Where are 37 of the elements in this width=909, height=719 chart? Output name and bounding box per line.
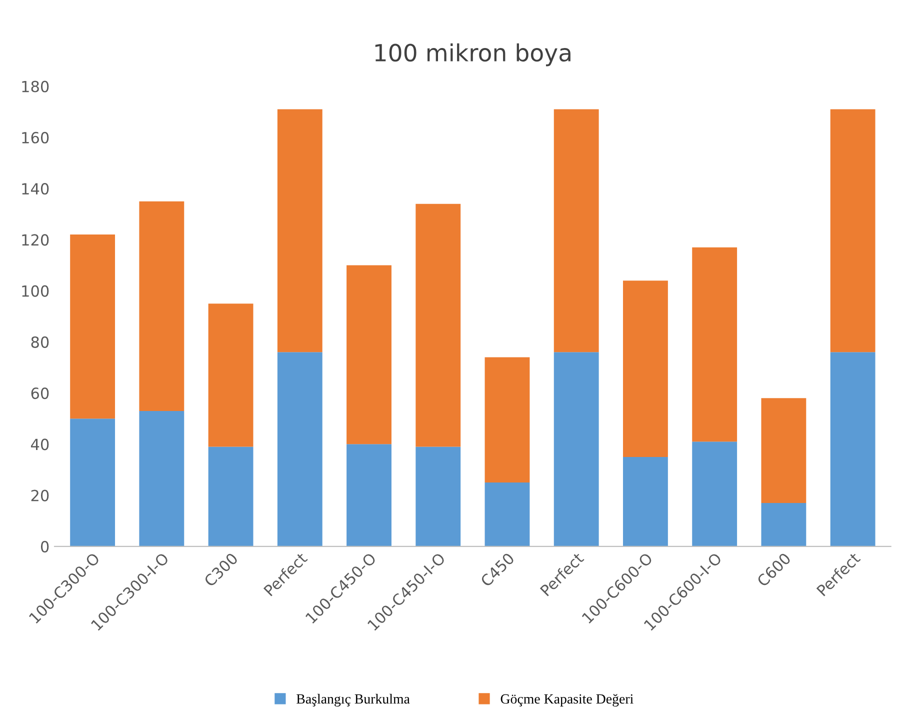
y-tick-label: 20 <box>31 490 49 502</box>
legend-label: Göçme Kapasite Değeri <box>500 694 634 706</box>
y-tick-label: 140 <box>22 183 49 195</box>
bar <box>692 442 738 546</box>
bar <box>623 280 668 457</box>
y-tick-label: 60 <box>31 388 49 400</box>
y-tick-label: 120 <box>22 234 49 246</box>
chart-title: 100 mikron boya <box>375 43 570 66</box>
bar <box>623 456 668 546</box>
bar <box>208 304 254 447</box>
bar <box>554 109 599 352</box>
y-tick-label: 180 <box>22 80 49 92</box>
bar <box>692 247 738 442</box>
bar <box>70 234 116 419</box>
bar <box>70 418 116 546</box>
bar <box>416 446 461 546</box>
bar <box>484 482 530 546</box>
y-tick-label: 160 <box>22 132 49 144</box>
y-tick-label: 100 <box>22 285 49 297</box>
bar <box>139 410 184 546</box>
legend-label: Başlangıç Burkulma <box>296 694 410 706</box>
bar <box>761 502 806 546</box>
bar <box>277 109 322 352</box>
bar <box>346 265 392 444</box>
bar <box>830 352 876 546</box>
bar <box>346 444 392 546</box>
bar <box>277 352 322 546</box>
y-tick-label: 80 <box>31 336 49 348</box>
bar <box>208 446 254 546</box>
bar <box>554 352 599 546</box>
y-tick-label: 0 <box>40 540 49 552</box>
bar <box>139 201 184 411</box>
y-tick-label: 40 <box>30 438 49 450</box>
bar <box>484 357 530 483</box>
bar <box>416 204 461 447</box>
bar <box>761 398 806 503</box>
bar <box>830 109 876 352</box>
